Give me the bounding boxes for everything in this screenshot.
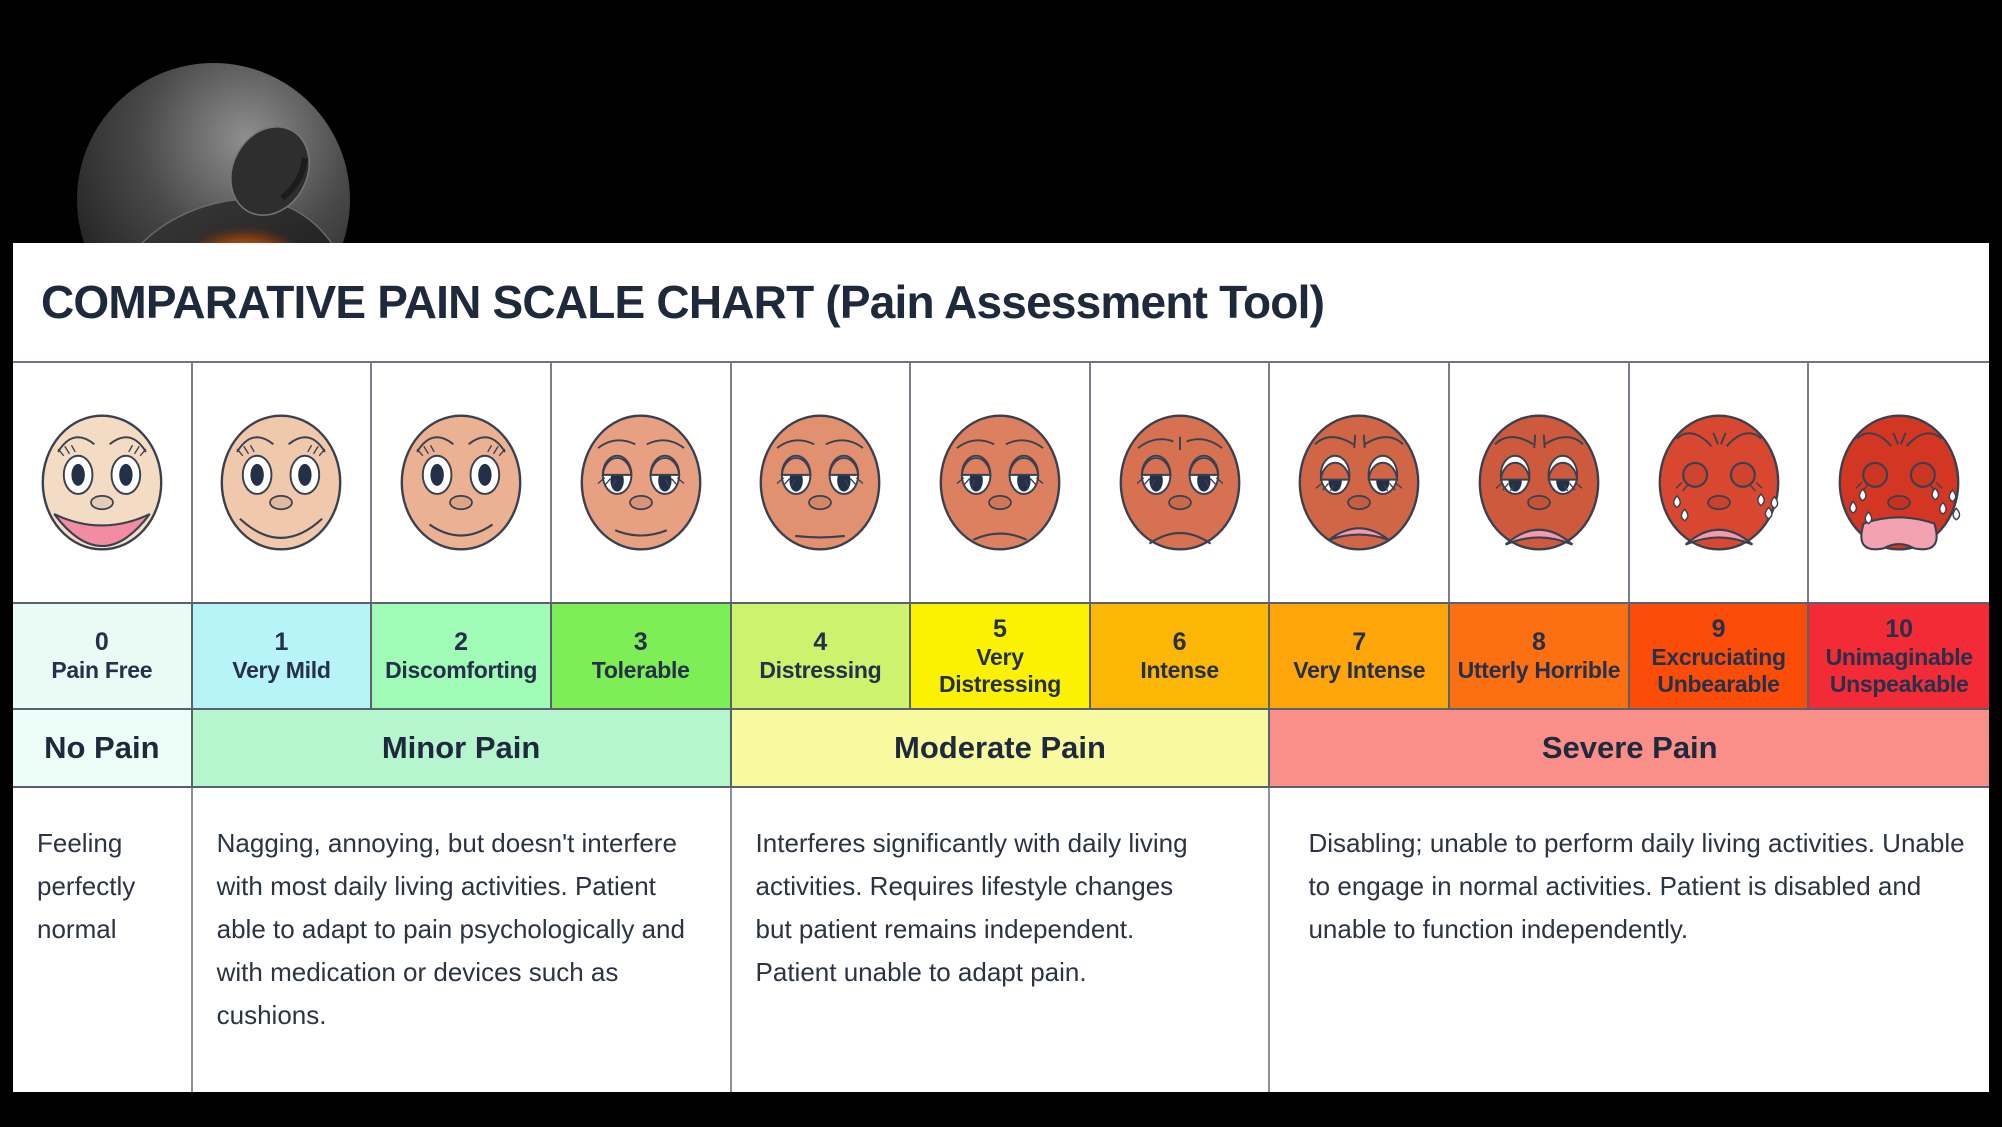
label-cell-level-2: 2 Discomforting bbox=[372, 604, 552, 708]
label-cell-level-7: 7 Very Intense bbox=[1270, 604, 1451, 708]
group-cell-no-pain: No Pain bbox=[13, 710, 193, 786]
label-cell-level-1: 1 Very Mild bbox=[192, 604, 373, 708]
level-name: Pain Free bbox=[51, 657, 153, 684]
description-text: Nagging, annoying, but doesn't interfere… bbox=[216, 828, 685, 1030]
level-number: 1 bbox=[274, 628, 289, 657]
level-number: 3 bbox=[633, 628, 648, 657]
label-cell-level-6: 6 Intense bbox=[1090, 604, 1271, 708]
level-name: Utterly Horrible bbox=[1457, 657, 1621, 684]
group-cell-moderate-pain: Moderate Pain bbox=[731, 710, 1271, 786]
level-name: Very Intense bbox=[1293, 657, 1426, 684]
level-number: 4 bbox=[813, 628, 828, 657]
face-cell-level-4 bbox=[731, 363, 912, 602]
level-name: Unimaginable Unspeakable bbox=[1825, 643, 1974, 697]
face-cell-level-5 bbox=[911, 363, 1091, 602]
face-icon-level-3 bbox=[580, 414, 702, 551]
face-icon-level-1 bbox=[221, 414, 342, 551]
description-text: Interferes significantly with daily livi… bbox=[755, 828, 1188, 987]
level-name: Very Distressing bbox=[939, 643, 1061, 697]
face-cell-level-7 bbox=[1270, 363, 1451, 602]
level-name: Discomforting bbox=[385, 657, 538, 684]
title-row: COMPARATIVE PAIN SCALE CHART (Pain Asses… bbox=[13, 243, 1989, 363]
level-name: Tolerable bbox=[591, 657, 690, 684]
level-name: Distressing bbox=[759, 657, 882, 684]
face-icon-level-9 bbox=[1658, 414, 1779, 551]
face-icon-level-10 bbox=[1838, 414, 1961, 551]
face-icon-level-5 bbox=[939, 414, 1061, 551]
level-number: 8 bbox=[1531, 628, 1546, 657]
face-icon-level-2 bbox=[400, 414, 522, 551]
level-number: 0 bbox=[94, 628, 109, 657]
face-cell-level-3 bbox=[551, 363, 732, 602]
level-number: 2 bbox=[454, 628, 469, 657]
label-cell-level-8: 8 Utterly Horrible bbox=[1450, 604, 1630, 708]
label-cell-level-3: 3 Tolerable bbox=[551, 604, 732, 708]
description-cell-no-pain: Feeling perfectly normal bbox=[13, 788, 193, 1092]
level-number: 7 bbox=[1352, 628, 1367, 657]
group-cell-minor-pain: Minor Pain bbox=[192, 710, 732, 786]
face-icon-level-0 bbox=[41, 414, 163, 551]
description-cell-moderate-pain: Interferes significantly with daily livi… bbox=[731, 788, 1271, 1092]
face-cell-level-6 bbox=[1090, 363, 1271, 602]
face-cell-level-8 bbox=[1450, 363, 1630, 602]
description-cell-severe-pain: Disabling; unable to perform daily livin… bbox=[1270, 788, 1989, 1092]
face-cell-level-1 bbox=[192, 363, 373, 602]
face-cell-level-9 bbox=[1629, 363, 1810, 602]
labels-row: 0 Pain Free 1 Very Mild 2 Discomforting 3 Toler… bbox=[13, 602, 1989, 710]
face-cell-level-2 bbox=[372, 363, 552, 602]
face-icon-level-8 bbox=[1478, 414, 1600, 551]
label-cell-level-9: 9 Excruciating Unbearable bbox=[1629, 604, 1810, 708]
face-cell-level-10 bbox=[1809, 363, 1989, 602]
groups-row: No Pain Minor Pain Moderate Pain Severe Pai… bbox=[13, 710, 1989, 788]
group-cell-severe-pain: Severe Pain bbox=[1270, 710, 1989, 786]
level-number: 5 bbox=[993, 614, 1007, 643]
face-cell-level-0 bbox=[13, 363, 193, 602]
face-icon-level-4 bbox=[759, 414, 881, 551]
description-text: Disabling; unable to perform daily livin… bbox=[1308, 828, 1965, 944]
level-number: 10 bbox=[1885, 614, 1914, 643]
label-cell-level-4: 4 Distressing bbox=[731, 604, 912, 708]
description-cell-minor-pain: Nagging, annoying, but doesn't interfere… bbox=[192, 788, 732, 1092]
faces-row bbox=[13, 363, 1989, 602]
label-cell-level-5: 5 Very Distressing bbox=[911, 604, 1091, 708]
descriptions-row: Feeling perfectly normal Nagging, annoyin… bbox=[13, 788, 1989, 1092]
label-cell-level-10: 10 Unimaginable Unspeakable bbox=[1809, 604, 1989, 708]
description-text: Feeling perfectly normal bbox=[37, 828, 136, 944]
level-name: Excruciating Unbearable bbox=[1651, 643, 1786, 697]
level-number: 9 bbox=[1711, 614, 1726, 643]
face-icon-level-7 bbox=[1298, 414, 1420, 551]
page-title: COMPARATIVE PAIN SCALE CHART (Pain Asses… bbox=[41, 276, 1325, 328]
face-icon-level-6 bbox=[1119, 414, 1241, 551]
level-name: Intense bbox=[1140, 657, 1219, 684]
pain-scale-panel: COMPARATIVE PAIN SCALE CHART (Pain Asses… bbox=[13, 243, 1989, 1092]
level-name: Very Mild bbox=[232, 657, 331, 684]
label-cell-level-0: 0 Pain Free bbox=[13, 604, 193, 708]
level-number: 6 bbox=[1172, 628, 1187, 657]
